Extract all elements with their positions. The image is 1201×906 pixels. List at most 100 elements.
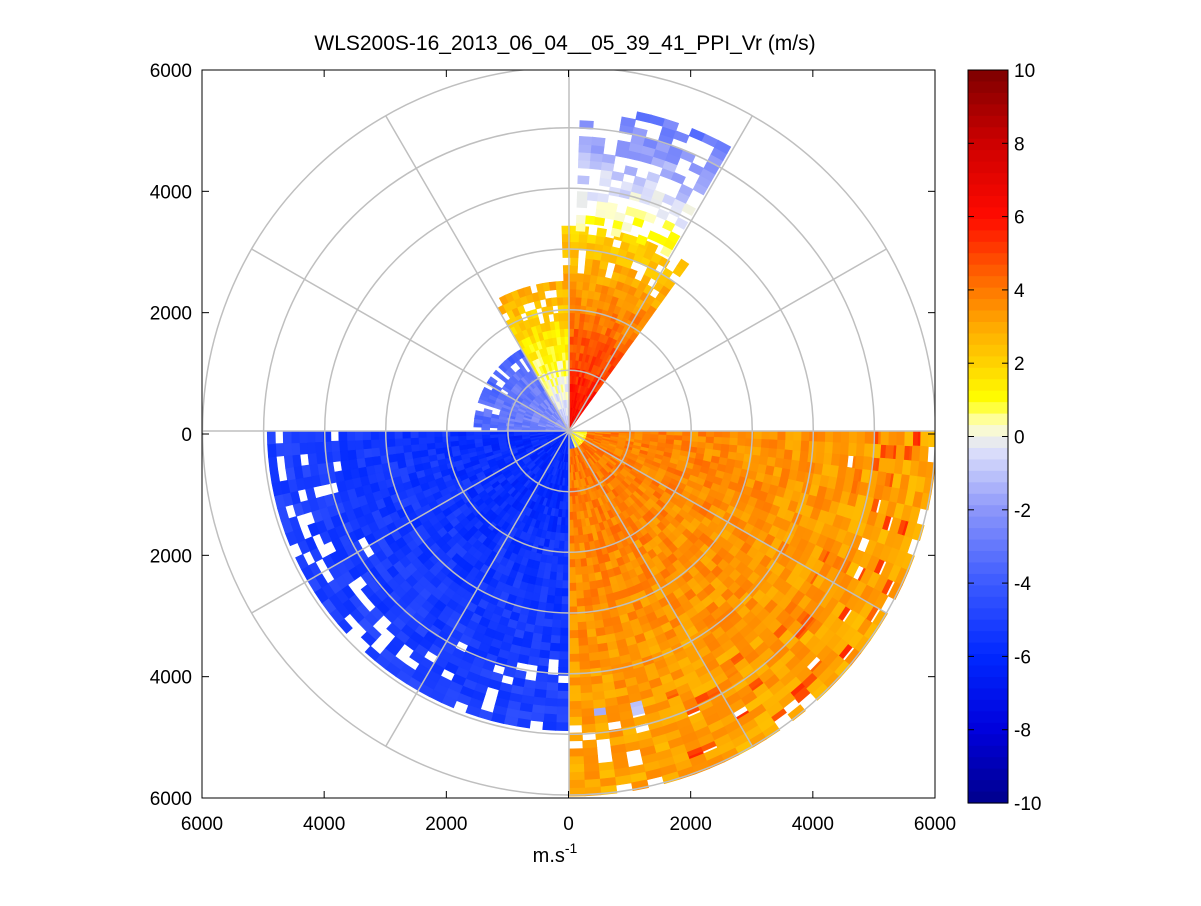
velocity-cell bbox=[569, 686, 581, 694]
velocity-cell bbox=[575, 575, 582, 583]
velocity-cell bbox=[299, 431, 307, 443]
velocity-cell bbox=[570, 265, 577, 273]
velocity-cell bbox=[577, 622, 586, 630]
velocity-cell bbox=[268, 456, 277, 470]
velocity-cell bbox=[569, 599, 577, 607]
velocity-cell bbox=[592, 137, 606, 146]
velocity-cell bbox=[363, 448, 372, 458]
velocity-cell bbox=[569, 567, 575, 575]
velocity-cell bbox=[291, 431, 299, 443]
velocity-cell bbox=[403, 445, 412, 453]
velocity-cell bbox=[579, 136, 592, 145]
velocity-cell bbox=[543, 714, 556, 723]
velocity-cell bbox=[817, 442, 826, 453]
velocity-cell bbox=[559, 313, 565, 321]
velocity-cell bbox=[784, 450, 793, 460]
velocity-cell bbox=[434, 437, 442, 443]
velocity-cell bbox=[549, 282, 556, 291]
velocity-cell bbox=[606, 202, 617, 212]
velocity-cell bbox=[546, 682, 558, 691]
velocity-cell bbox=[753, 439, 761, 448]
velocity-cell bbox=[543, 722, 557, 731]
velocity-cell bbox=[564, 305, 570, 313]
velocity-cell bbox=[276, 443, 285, 456]
velocity-cell bbox=[833, 443, 842, 455]
velocity-cell bbox=[545, 698, 557, 707]
velocity-cell bbox=[371, 448, 380, 457]
velocity-cell bbox=[817, 431, 825, 442]
velocity-cell bbox=[458, 436, 466, 441]
velocity-cell bbox=[547, 675, 558, 684]
velocity-cell bbox=[857, 431, 865, 444]
velocity-cell bbox=[561, 344, 565, 352]
velocity-cell bbox=[770, 431, 778, 440]
velocity-cell bbox=[579, 144, 592, 153]
velocity-cell bbox=[589, 581, 597, 590]
velocity-cell bbox=[419, 443, 428, 450]
velocity-cell bbox=[580, 677, 592, 686]
velocity-cell bbox=[573, 520, 578, 528]
velocity-cell bbox=[569, 623, 578, 631]
velocity-cell bbox=[569, 575, 576, 583]
velocity-cell bbox=[577, 281, 584, 289]
velocity-cell bbox=[355, 431, 363, 440]
velocity-cell bbox=[341, 460, 350, 471]
velocity-cell bbox=[548, 580, 556, 589]
velocity-cell bbox=[802, 431, 810, 441]
velocity-cell bbox=[588, 573, 596, 582]
velocity-cell bbox=[283, 431, 291, 443]
velocity-cell bbox=[591, 597, 600, 606]
velocity-cell bbox=[706, 437, 714, 444]
velocity-cell bbox=[371, 431, 379, 440]
velocity-cell bbox=[570, 281, 577, 289]
velocity-cell bbox=[355, 440, 364, 450]
velocity-cell bbox=[387, 446, 396, 455]
velocity-cell bbox=[722, 438, 730, 445]
velocity-cell bbox=[402, 438, 410, 446]
velocity-cell bbox=[585, 613, 594, 622]
velocity-cell bbox=[412, 451, 421, 459]
velocity-cell bbox=[777, 440, 786, 450]
velocity-cell bbox=[587, 192, 598, 201]
velocity-cell bbox=[785, 440, 794, 450]
velocity-cell bbox=[386, 431, 394, 439]
velocity-cell bbox=[794, 431, 802, 441]
velocity-cell bbox=[738, 431, 746, 439]
velocity-cell bbox=[555, 580, 562, 588]
velocity-cell bbox=[316, 452, 325, 464]
velocity-cell bbox=[560, 329, 565, 337]
velocity-cell bbox=[371, 439, 379, 448]
velocity-cell bbox=[569, 544, 574, 552]
velocity-cell bbox=[729, 445, 738, 453]
velocity-cell bbox=[579, 152, 592, 161]
velocity-cell bbox=[561, 604, 569, 612]
velocity-cell bbox=[396, 453, 405, 462]
velocity-cell bbox=[569, 591, 576, 599]
velocity-cell bbox=[762, 431, 770, 440]
velocity-cell bbox=[592, 691, 605, 700]
velocity-cell bbox=[307, 431, 315, 442]
velocity-cell bbox=[570, 313, 575, 321]
velocity-cell bbox=[549, 651, 559, 660]
velocity-cell bbox=[576, 215, 586, 223]
velocity-cell bbox=[571, 250, 579, 258]
velocity-cell bbox=[286, 467, 296, 480]
velocity-cell bbox=[559, 660, 569, 668]
velocity-cell bbox=[577, 192, 588, 201]
velocity-cell bbox=[556, 723, 569, 731]
velocity-cell bbox=[585, 216, 595, 225]
velocity-cell bbox=[559, 321, 564, 329]
velocity-cell bbox=[573, 528, 578, 536]
velocity-cell bbox=[793, 441, 802, 451]
velocity-cell bbox=[714, 431, 722, 438]
velocity-cell bbox=[840, 443, 849, 456]
velocity-cell bbox=[577, 199, 587, 207]
velocity-cell bbox=[552, 620, 561, 628]
velocity-cell bbox=[562, 281, 569, 289]
velocity-cell bbox=[339, 431, 347, 441]
velocity-cell bbox=[546, 595, 554, 604]
velocity-cell bbox=[543, 619, 552, 628]
velocity-cell bbox=[583, 590, 591, 599]
velocity-cell bbox=[426, 431, 434, 437]
